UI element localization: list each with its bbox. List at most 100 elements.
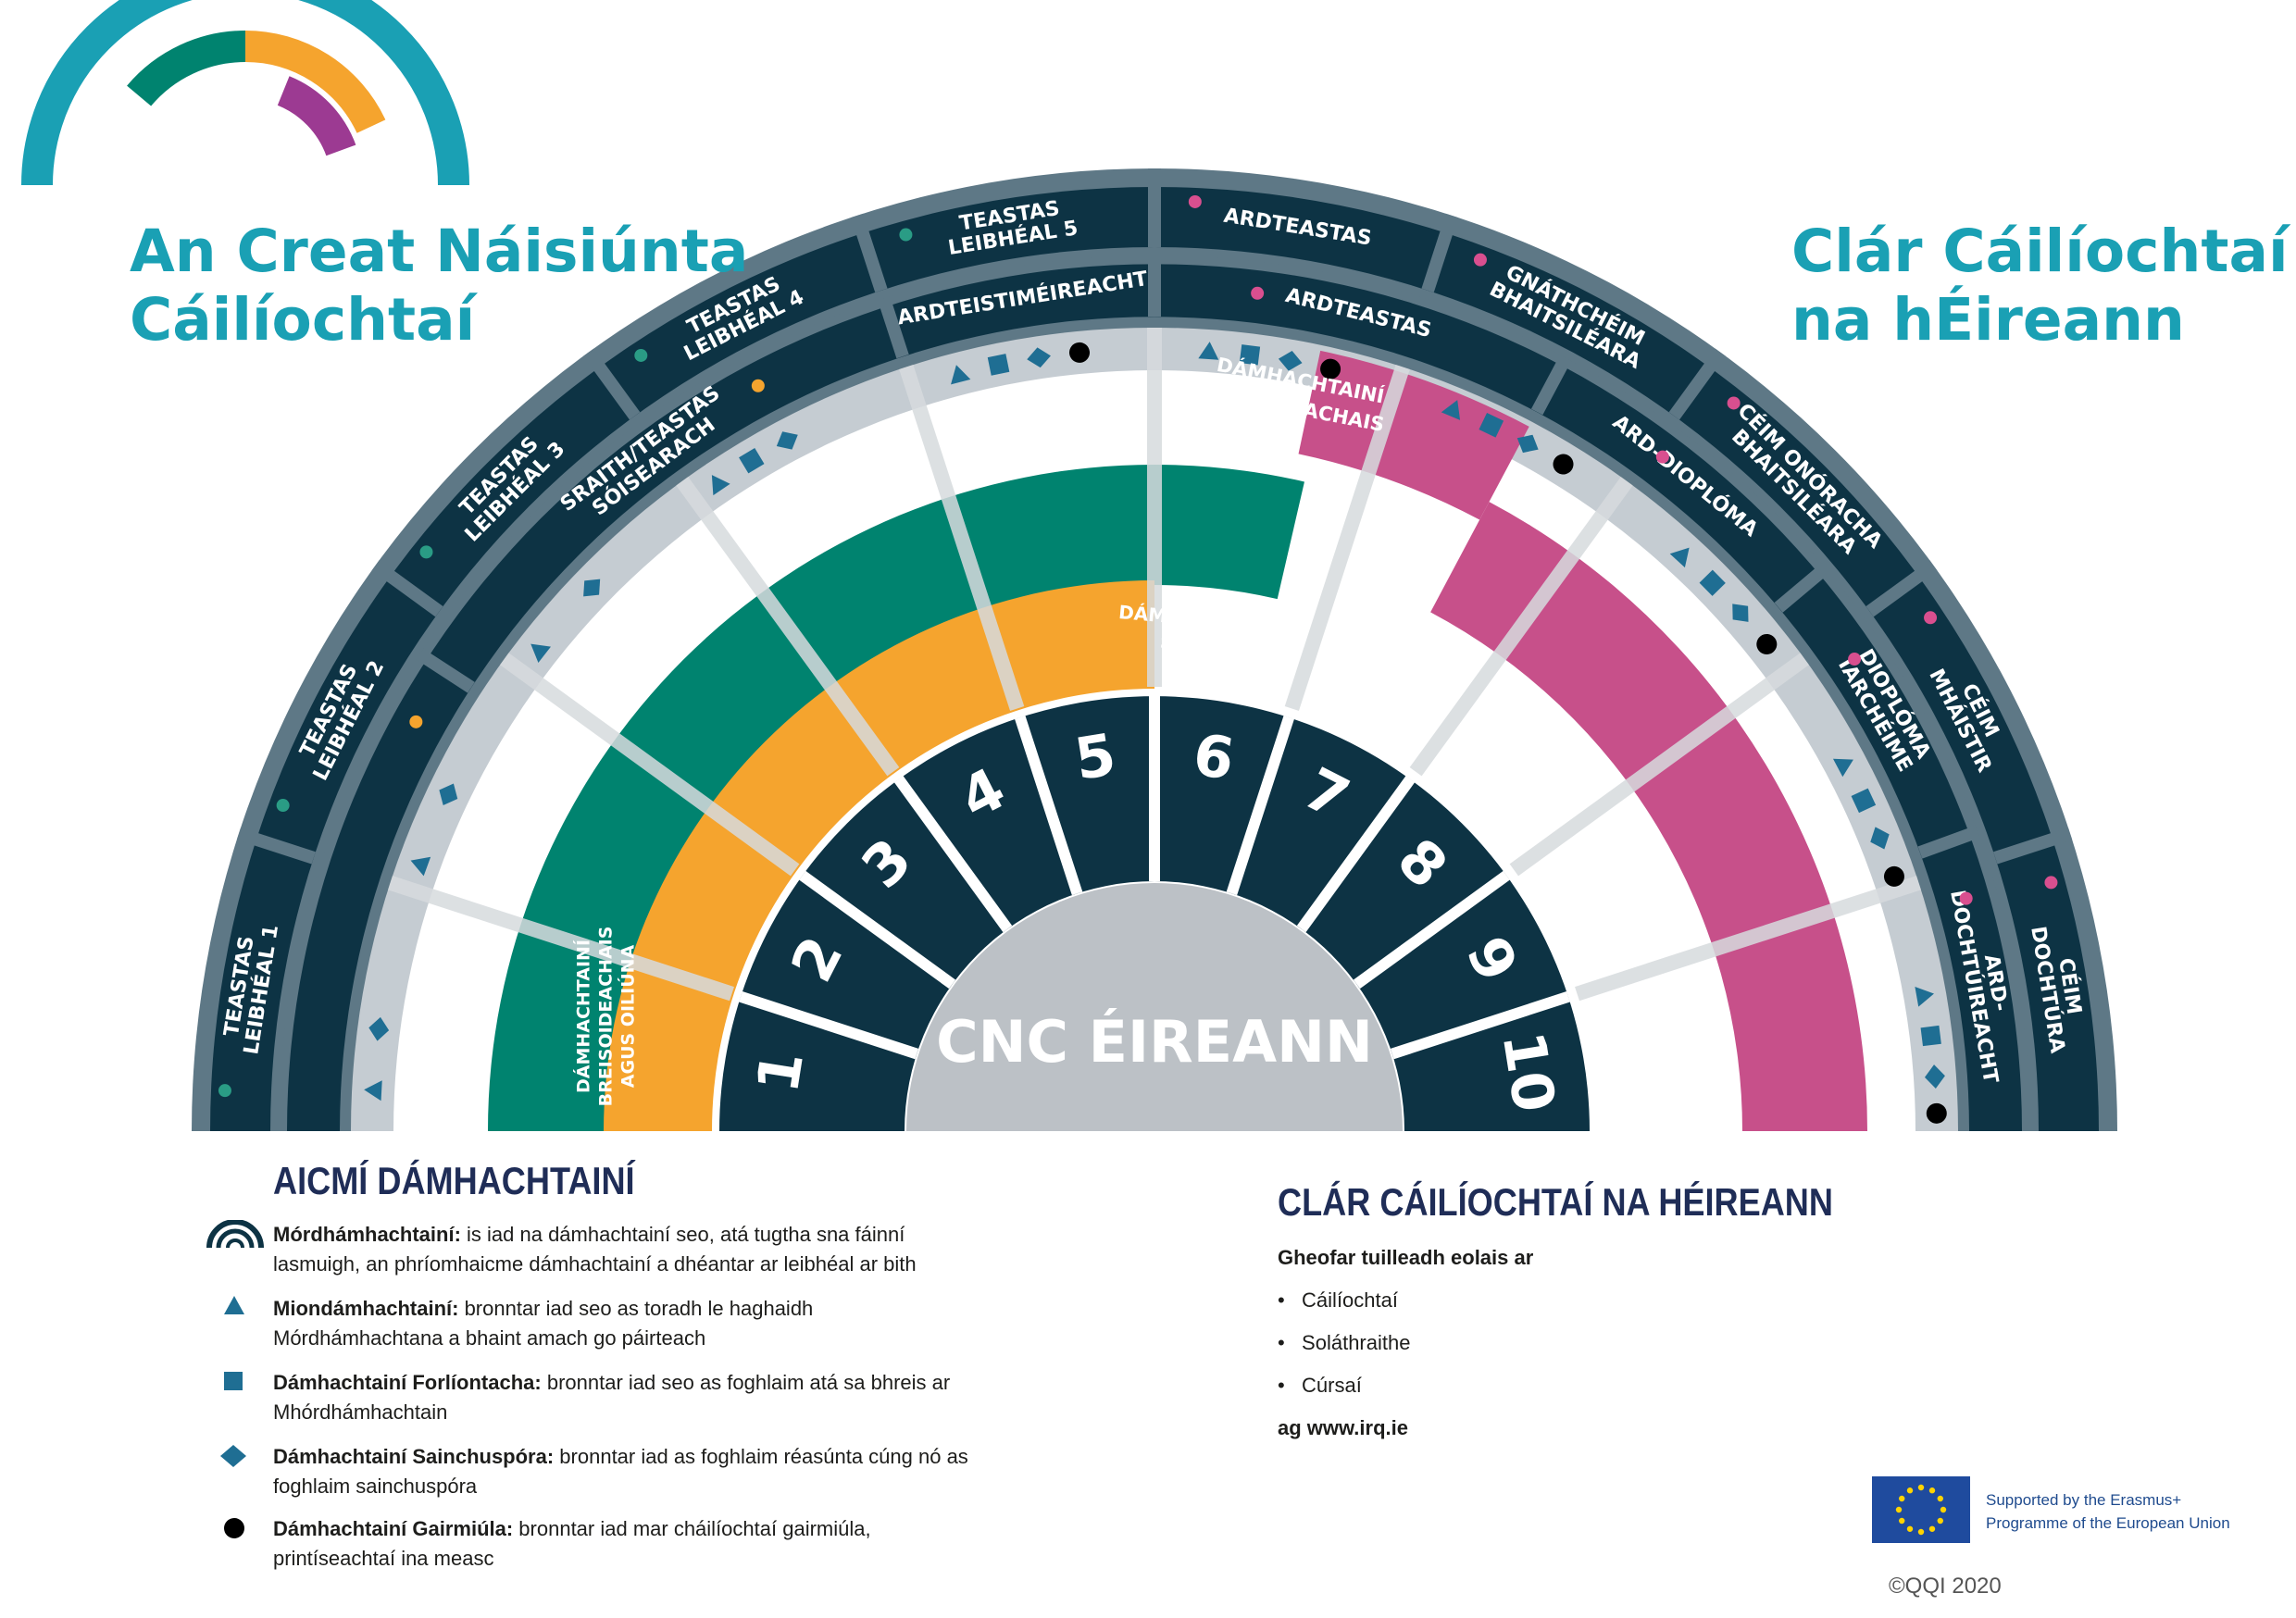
eu-support-text: Supported by the Erasmus+ Programme of t… (1986, 1491, 2230, 1532)
eu-star (1899, 1517, 1905, 1525)
outer-ring-divider (1866, 560, 1938, 617)
level-spoke (676, 477, 900, 777)
inner-ring-divider (1917, 825, 1980, 859)
outer-ring-divider (850, 213, 888, 292)
triangle-marker (951, 365, 971, 385)
register-website: ag www.irq.ie (1278, 1416, 1408, 1439)
inner-ring-divider (416, 648, 475, 693)
register-heading: CLÁR CÁILÍOCHTAÍ NA HÉIREANN (1278, 1180, 1833, 1224)
legend-item-minor: Miondámhachtainí: bronntar iad seo as to… (273, 1297, 814, 1350)
legend-item-supplemental: Dámhachtainí Forlíontacha: bronntar iad … (273, 1371, 951, 1424)
outer-ring-divider (1668, 348, 1726, 420)
svg-text:BREISOIDEACHAIS: BREISOIDEACHAIS (596, 927, 617, 1107)
eu-flag-icon (1872, 1476, 1970, 1543)
square-icon (224, 1372, 243, 1390)
square-marker (1851, 788, 1877, 814)
eu-star (1937, 1495, 1943, 1502)
outer-ring-divider (583, 348, 641, 420)
outer-ring-divider (1421, 213, 1459, 292)
level-number: 10 (1490, 1027, 1569, 1117)
diamond-marker (583, 579, 601, 597)
level-spoke (388, 876, 734, 1002)
inner-ring-divider (878, 296, 909, 359)
award-dot (1727, 396, 1741, 410)
eu-star (1940, 1506, 1947, 1513)
outer-ring-divider (1993, 827, 2073, 865)
register-intro: Gheofar tuilleadh eolais ar (1278, 1246, 1534, 1269)
award-dot (2044, 876, 2058, 890)
level-divider (1390, 991, 1570, 1060)
eu-star (1928, 1525, 1936, 1532)
level-divider (799, 870, 956, 989)
level-spoke (899, 365, 1025, 711)
diamond-marker (1027, 347, 1051, 368)
eu-star (1937, 1517, 1943, 1525)
svg-text:DÁMHACHTAINÍ: DÁMHACHTAINÍ (573, 940, 594, 1093)
circle-marker (1926, 1102, 1947, 1124)
diamond-marker (776, 431, 798, 450)
register-bullet: • Cúrsaí (1278, 1374, 1362, 1397)
eu-star (1895, 1506, 1903, 1513)
inner-ring-divider (1774, 563, 1830, 613)
triangle-marker (410, 856, 431, 877)
eu-star (1906, 1525, 1914, 1532)
diamond-icon (220, 1445, 246, 1467)
further-education-band-top (1154, 465, 1304, 600)
logo-orange-arc (244, 31, 386, 134)
center-label: CNC ÉIREANN (936, 1008, 1373, 1076)
outer-ring-divider (236, 827, 316, 865)
further-education-band (488, 465, 1154, 1131)
eu-star (1906, 1487, 1914, 1494)
diamond-marker (1278, 351, 1303, 371)
register-bullet: • Soláthraithe (1278, 1331, 1411, 1354)
level-divider (1015, 716, 1083, 896)
triangle-marker (1832, 758, 1853, 778)
level-divider (1226, 716, 1294, 896)
circle-marker (1320, 358, 1341, 380)
award-dot (276, 799, 290, 813)
svg-text:AGUS OILIÚNA: AGUS OILIÚNA (617, 944, 639, 1088)
square-marker (1699, 569, 1726, 596)
award-dot (1848, 653, 1862, 666)
award-dot (409, 715, 423, 728)
circle-marker (1883, 865, 1904, 887)
level-ring (719, 696, 1590, 1131)
award-dot (1251, 286, 1265, 300)
level-divider (1353, 870, 1510, 989)
legend-item-special-purpose: Dámhachtainí Sainchuspóra: bronntar iad … (273, 1445, 968, 1498)
school-band (604, 580, 1154, 1131)
level-divider (893, 776, 1013, 933)
level-spoke (1575, 876, 1921, 1002)
higher-education-band-top (1298, 350, 1529, 520)
inner-ring-divider (1530, 355, 1572, 416)
circle-icon (224, 1518, 244, 1538)
award-dot (1924, 611, 1938, 625)
diamond-marker (1924, 1064, 1945, 1089)
square-marker (739, 447, 765, 474)
center-label: CNC ÉIREANN (936, 1008, 1373, 1076)
logo-purple-arc (277, 76, 356, 156)
legend-item-professional: Dámhachtainí Gairmiúla: bronntar iad mar… (273, 1517, 871, 1570)
nfq-logo (21, 0, 469, 186)
diamond-marker (1732, 604, 1749, 622)
fan-wheel (192, 168, 2117, 1131)
eu-star (1899, 1495, 1905, 1502)
level-divider (739, 991, 919, 1060)
award-dot (419, 545, 433, 559)
triangle-marker (1669, 547, 1690, 568)
center-hub (906, 883, 1403, 1131)
triangle-marker (530, 643, 551, 663)
award-dot (1655, 450, 1669, 464)
circle-marker (1069, 342, 1091, 363)
level-divider (1296, 776, 1416, 933)
triangle-marker (364, 1080, 382, 1101)
level-spoke (1409, 477, 1633, 777)
award-dot (634, 348, 648, 362)
title-left: An Creat Náisiúnta Cáilíochtaí (130, 218, 749, 354)
level-spoke (1284, 365, 1410, 711)
eu-star (1917, 1528, 1925, 1536)
logo-outer-arc (21, 0, 469, 186)
square-marker (1239, 344, 1261, 366)
level-spoke (500, 653, 800, 877)
logo-teal-arc (127, 31, 246, 106)
